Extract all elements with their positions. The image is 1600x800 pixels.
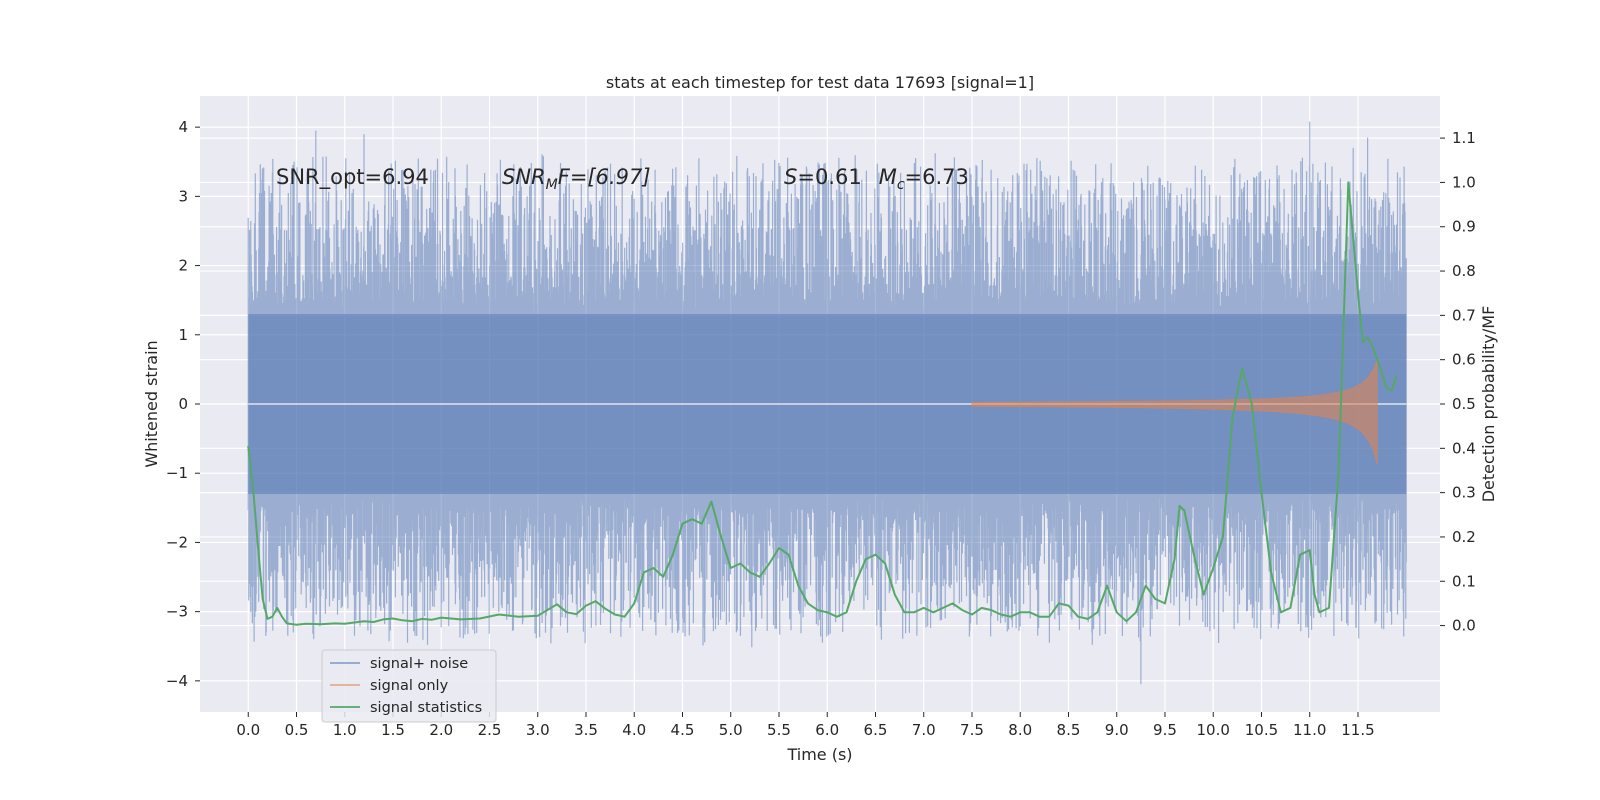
signal-statistics-series (247, 181, 1398, 626)
legend-label-signal-only: signal only (370, 678, 449, 694)
right-tick-label: 0.6 (1452, 351, 1476, 369)
x-tick-label: 2.0 (429, 721, 453, 739)
mc-symbol: M (879, 165, 897, 189)
x-tick-label: 10.5 (1245, 721, 1278, 739)
annotation-snr-opt: SNR_opt=6.94 (276, 165, 429, 190)
right-axis-label: Detection probability/MF (1479, 306, 1498, 503)
y-axis-label: Whitened strain (142, 340, 161, 467)
s-symbol: S (784, 165, 797, 189)
right-tick-label: 1.0 (1452, 173, 1476, 191)
right-tick-label: 1.1 (1452, 129, 1476, 147)
right-tick-label: 0.1 (1452, 572, 1476, 590)
x-tick-label: 7.5 (960, 721, 984, 739)
x-tick-label: 3.5 (574, 721, 598, 739)
x-tick-label: 11.0 (1293, 721, 1326, 739)
y-tick-label: −4 (166, 672, 188, 690)
x-tick-label: 9.5 (1153, 721, 1177, 739)
right-tick-label: 0.2 (1452, 528, 1476, 546)
x-tick-label: 4.5 (671, 721, 695, 739)
legend-box (321, 649, 497, 723)
right-tick-label: 0.5 (1452, 395, 1476, 413)
x-tick-label: 0.0 (236, 721, 260, 739)
x-tick-label: 7.0 (912, 721, 936, 739)
right-tick-label: 0.9 (1452, 218, 1476, 236)
y-tick-label: −2 (166, 533, 188, 551)
signal-envelope (971, 358, 1378, 466)
legend: signal+ noise signal only signal statist… (321, 649, 497, 723)
x-tick-label: 10.0 (1197, 721, 1230, 739)
x-tick-label: 9.0 (1105, 721, 1129, 739)
legend-label-signal-noise: signal+ noise (370, 656, 468, 672)
y-tick-label: 4 (178, 118, 188, 136)
x-tick-label: 6.5 (864, 721, 888, 739)
x-tick-label: 2.5 (478, 721, 502, 739)
x-tick-label: 1.5 (381, 721, 405, 739)
right-axis-ticks: 1.1 1.0 0.9 0.8 0.7 0.6 0.5 0.4 0.3 0.2 0.1 0.0 (1440, 129, 1476, 635)
x-axis-label: Time (s) (786, 745, 852, 764)
mc-value: =6.73 (905, 165, 969, 189)
y-tick-label: 0 (178, 395, 188, 413)
y-tick-label: 2 (178, 257, 188, 275)
y-axis-ticks: 4 3 2 1 0 −1 −2 −3 −4 (166, 118, 200, 690)
x-tick-label: 0.5 (285, 721, 309, 739)
x-axis-ticks: 0.0 0.5 1.0 1.5 2.0 2.5 3.0 3.5 4.0 4.5 5.0 5.5 6.0 6… (236, 712, 1375, 739)
mc-subscript: c (897, 177, 905, 193)
s-value: =0.61 (797, 165, 861, 189)
annotation-s-mc: S=0.61 Mc=6.73 (784, 165, 969, 193)
x-tick-label: 8.5 (1057, 721, 1081, 739)
x-tick-label: 5.5 (767, 721, 791, 739)
x-tick-label: 11.5 (1341, 721, 1374, 739)
x-tick-label: 1.0 (333, 721, 357, 739)
snr-mf-subscript: M (546, 177, 558, 193)
right-tick-label: 0.4 (1452, 439, 1476, 457)
x-tick-label: 8.0 (1008, 721, 1032, 739)
x-tick-label: 5.0 (719, 721, 743, 739)
y-tick-label: −3 (166, 603, 188, 621)
legend-label-signal-statistics: signal statistics (370, 700, 482, 716)
snr-mf-symbol: SNR (502, 165, 546, 189)
right-tick-label: 0.8 (1452, 262, 1476, 280)
y-tick-label: 1 (178, 326, 188, 344)
right-tick-label: 0.0 (1452, 617, 1476, 635)
annotation-snr-mf: SNRMF=[6.97] (502, 165, 651, 193)
signal-only-series (971, 358, 1378, 466)
statistics-line (247, 181, 1398, 626)
right-tick-label: 0.7 (1452, 306, 1476, 324)
right-tick-label: 0.3 (1452, 484, 1476, 502)
x-tick-label: 4.0 (622, 721, 646, 739)
x-tick-label: 3.0 (526, 721, 550, 739)
x-tick-label: 6.0 (815, 721, 839, 739)
y-tick-label: −1 (166, 464, 188, 482)
snr-mf-rest: F=[6.97] (558, 165, 651, 189)
y-tick-label: 3 (178, 187, 188, 205)
chart-title: stats at each timestep for test data 176… (606, 73, 1034, 92)
